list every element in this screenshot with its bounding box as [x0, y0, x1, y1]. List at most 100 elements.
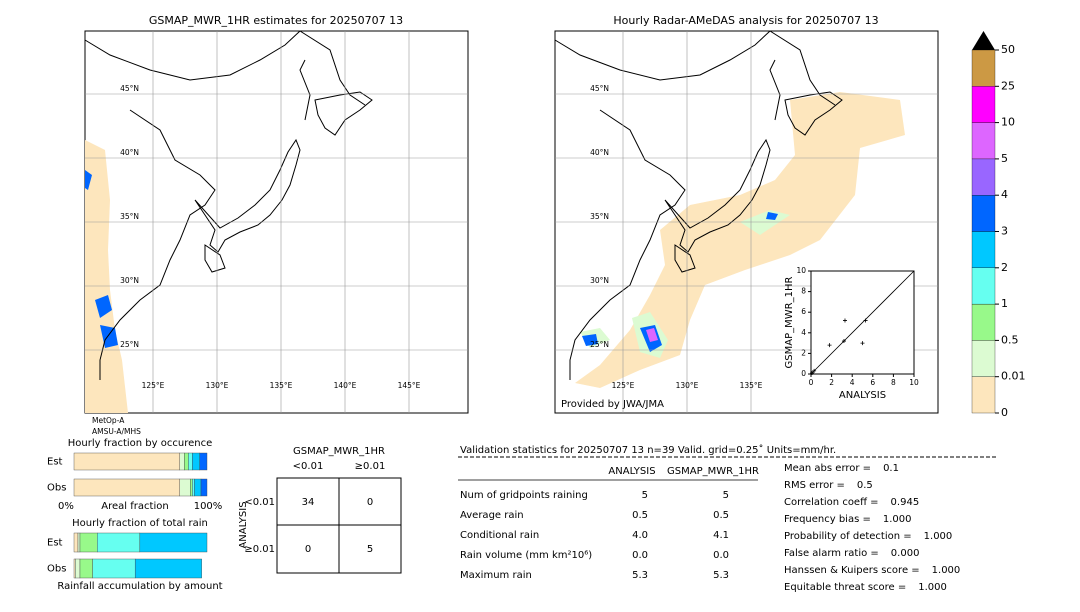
score-label: False alarm ratio = — [784, 548, 879, 559]
footnote: MetOp-A — [92, 416, 125, 425]
row-label: ≥0.01 — [244, 544, 275, 555]
stat-value: 5 — [723, 490, 729, 501]
col-label: <0.01 — [293, 461, 324, 472]
lat-label: 40°N — [120, 148, 139, 157]
col-label: ≥0.01 — [355, 461, 386, 472]
score-label: Probability of detection = — [784, 531, 912, 542]
scatter-point — [860, 341, 865, 346]
stat-label: Rain volume (mm km²10⁶) — [460, 550, 592, 561]
axis-label: Areal fraction — [101, 501, 168, 512]
table-cell: 34 — [302, 497, 315, 508]
x-tick-label: 8 — [891, 378, 896, 387]
fraction-segment — [194, 478, 202, 497]
fraction-segment — [73, 532, 79, 553]
lon-label: 125°E — [142, 381, 165, 390]
y-tick-label: 10 — [796, 266, 806, 275]
lon-label: 140°E — [334, 381, 357, 390]
row-label: Obs — [47, 483, 66, 494]
fraction-segment — [179, 478, 191, 497]
stat-value: 4.0 — [632, 530, 648, 541]
lat-label: 35°N — [590, 212, 609, 221]
colorbar-label: 25 — [1001, 79, 1015, 92]
colorbar-segment — [971, 122, 996, 160]
stat-value: 5.3 — [632, 570, 648, 581]
colorbar-segment — [971, 231, 996, 268]
fraction-segment — [192, 452, 200, 471]
y-tick-label: 4 — [801, 328, 806, 337]
lat-label: 30°N — [120, 276, 139, 285]
score-value: 0.945 — [891, 497, 920, 508]
fraction-segment — [73, 478, 180, 497]
colorbar-segment — [971, 49, 996, 87]
row-label: Est — [47, 457, 63, 468]
fraction-segment — [199, 452, 208, 471]
scatter-point — [827, 343, 832, 348]
lat-label: 40°N — [590, 148, 609, 157]
rain-area — [575, 92, 905, 388]
footnote: AMSU-A/MHS — [92, 427, 141, 436]
fraction-segment — [97, 532, 141, 553]
row-axis-label: ANALYSIS — [238, 501, 249, 548]
score-value: 1.000 — [924, 531, 953, 542]
row-label: <0.01 — [244, 497, 275, 508]
scatter-point — [810, 370, 815, 375]
lat-label: 25°N — [120, 340, 139, 349]
stat-label: Conditional rain — [460, 530, 539, 541]
lat-label: 25°N — [590, 340, 609, 349]
fraction-segment — [92, 558, 136, 579]
stat-label: Average rain — [460, 510, 524, 521]
stat-value: 0.5 — [632, 510, 648, 521]
stat-value: 5 — [642, 490, 648, 501]
stats-header: Validation statistics for 20250707 13 n=… — [460, 444, 836, 456]
score-label: Hanssen & Kuipers score = — [784, 565, 920, 576]
panel-title: Hourly fraction of total rain — [72, 518, 208, 529]
colorbar-label: 3 — [1001, 225, 1008, 238]
x-tick-label: 6 — [870, 378, 875, 387]
lat-label: 35°N — [120, 212, 139, 221]
y-tick-label: 6 — [801, 307, 806, 316]
axis-label: 100% — [194, 501, 223, 512]
score-value: 1.000 — [918, 582, 947, 593]
map-title: GSMAP_MWR_1HR estimates for 20250707 13 — [149, 14, 403, 27]
rain-area — [85, 170, 118, 348]
stat-label: Num of gridpoints raining — [460, 490, 588, 501]
score-label: Correlation coeff = — [784, 497, 879, 508]
y-tick-label: 2 — [801, 348, 806, 357]
colorbar-label: 10 — [1001, 116, 1015, 129]
scatter-point — [841, 339, 846, 344]
stat-label: Maximum rain — [460, 570, 532, 581]
colorbar-label: 5 — [1001, 152, 1008, 165]
lon-label: 135°E — [740, 381, 763, 390]
lat-label: 30°N — [590, 276, 609, 285]
score-value: 0.000 — [891, 548, 920, 559]
axis-label: 0% — [58, 501, 74, 512]
colorbar-label: 4 — [1001, 188, 1008, 201]
col-label: ANALYSIS — [608, 466, 655, 477]
fraction-segment — [139, 532, 208, 553]
stat-value: 0.0 — [713, 550, 729, 561]
score-label: Equitable threat score = — [784, 582, 906, 593]
row-label: Obs — [47, 564, 66, 575]
stat-value: 4.1 — [713, 530, 729, 541]
lon-label: 145°E — [398, 381, 421, 390]
score-label: Frequency bias = — [784, 514, 871, 525]
x-axis-label: ANALYSIS — [839, 390, 886, 401]
colorbar-label: 0 — [1001, 406, 1008, 419]
y-tick-label: 8 — [801, 287, 806, 296]
fraction-segment — [188, 452, 193, 471]
fraction-segment — [190, 478, 193, 497]
colorbar-segment — [971, 340, 996, 377]
fraction-segment — [134, 558, 202, 579]
fraction-segment — [192, 478, 195, 497]
fraction-segment — [75, 558, 81, 579]
score-label: RMS error = — [784, 480, 845, 491]
score-value: 0.1 — [883, 463, 899, 474]
y-tick-label: 0 — [801, 369, 806, 378]
table-cell: 5 — [367, 544, 373, 555]
colorbar-segment — [971, 303, 996, 341]
colorbar-segment — [971, 158, 996, 196]
lat-label: 45°N — [590, 84, 609, 93]
diagonal — [810, 270, 915, 375]
colorbar-label: 50 — [1001, 43, 1015, 56]
